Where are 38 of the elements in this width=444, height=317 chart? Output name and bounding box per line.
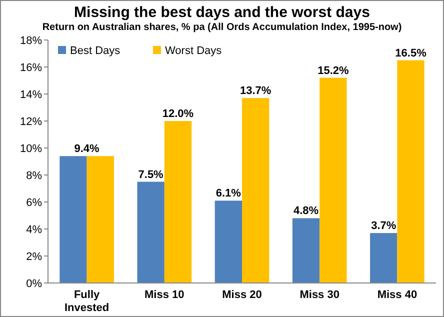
y-tick-label: 2% [26, 250, 42, 263]
y-tick-label: 4% [26, 224, 42, 236]
data-label: 15.2% [318, 64, 349, 77]
data-label: 12.0% [162, 108, 194, 120]
y-tick-label: 18% [20, 34, 42, 47]
y-tick-label: 12% [20, 116, 42, 128]
data-label: 4.8% [293, 205, 319, 218]
bar [86, 156, 114, 283]
data-label: 3.7% [371, 220, 396, 232]
y-tick-label: 8% [26, 170, 42, 182]
legend-label: Best Days [70, 44, 121, 57]
bar [242, 98, 270, 283]
bar [292, 218, 320, 283]
x-tick-label: Miss 20 [222, 289, 262, 301]
bar [214, 200, 242, 283]
bar [60, 156, 87, 283]
data-label: 13.7% [240, 85, 272, 98]
bar [137, 182, 164, 283]
legend-label: Worst Days [165, 44, 222, 57]
bar [164, 121, 192, 283]
chart-title: Missing the best days and the worst days [74, 4, 370, 21]
data-label: 9.4% [74, 143, 100, 156]
chart-subtitle: Return on Australian shares, % pa (All Ords Accumulation Index, 1995-now) [42, 22, 402, 33]
y-tick-label: 6% [26, 196, 42, 209]
y-tick-label: 10% [20, 142, 42, 155]
x-tick-label: Miss 30 [300, 289, 340, 301]
data-label: 16.5% [395, 47, 427, 60]
data-label: 7.5% [138, 168, 164, 181]
x-tick-label: Miss 40 [377, 289, 418, 301]
y-tick-label: 14% [20, 88, 42, 101]
x-tick-label: Fully Invested [64, 289, 110, 314]
y-tick-label: 0% [26, 278, 42, 290]
bar [397, 60, 424, 283]
data-label: 6.1% [216, 188, 242, 200]
bar [320, 78, 347, 283]
bar [370, 233, 398, 283]
y-tick-label: 16% [20, 62, 42, 74]
x-tick-label: Miss 10 [144, 289, 184, 301]
